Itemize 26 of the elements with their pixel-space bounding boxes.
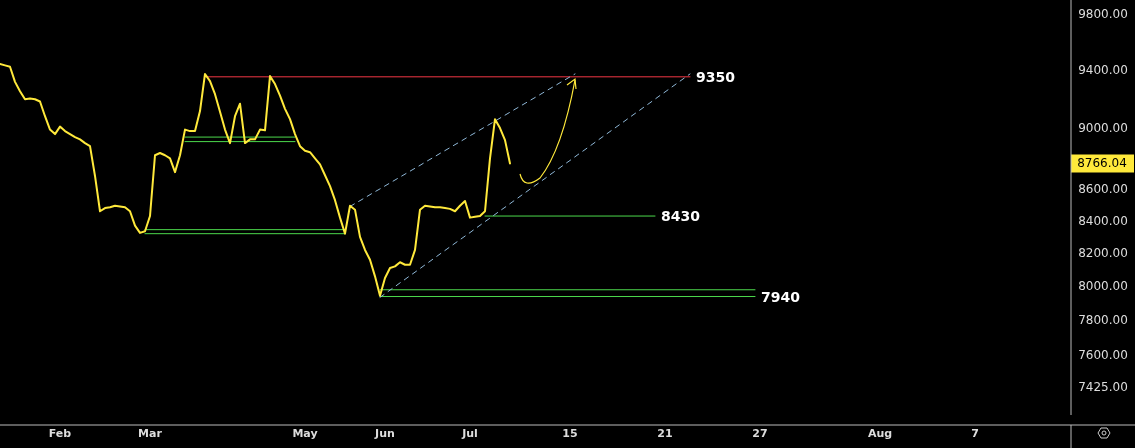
x-tick-label: 15 bbox=[562, 427, 578, 440]
y-tick-label: 9000.00 bbox=[1078, 121, 1128, 136]
y-tick-label: 8400.00 bbox=[1078, 213, 1128, 228]
y-tick-label: 7600.00 bbox=[1078, 348, 1128, 363]
y-tick-label: 9800.00 bbox=[1078, 6, 1128, 21]
x-tick-label: Jul bbox=[461, 427, 478, 440]
line-series bbox=[349, 73, 576, 207]
x-tick-label: Jun bbox=[374, 427, 395, 440]
x-tick-label: 27 bbox=[752, 427, 768, 440]
y-tick-label: 8000.00 bbox=[1078, 279, 1128, 294]
y-tick-label: 8200.00 bbox=[1078, 246, 1128, 261]
y-tick-label: 8600.00 bbox=[1078, 182, 1128, 197]
line-series bbox=[0, 62, 511, 297]
x-tick-label: Feb bbox=[48, 427, 72, 440]
annotation: 7940 bbox=[761, 288, 801, 305]
x-tick-label: Mar bbox=[138, 427, 163, 440]
x-tick-label: 21 bbox=[657, 427, 673, 440]
annotation: 9350 bbox=[696, 68, 736, 85]
text: 8766.04 bbox=[1077, 156, 1127, 171]
y-tick-label: 7425.00 bbox=[1078, 379, 1128, 394]
annotation: 8430 bbox=[661, 208, 701, 225]
x-tick-label: May bbox=[292, 427, 318, 440]
x-tick-label: Aug bbox=[867, 427, 893, 440]
x-tick-label: 7 bbox=[971, 427, 979, 440]
y-tick-label: 9400.00 bbox=[1078, 62, 1128, 77]
y-tick-label: 7800.00 bbox=[1078, 313, 1128, 328]
